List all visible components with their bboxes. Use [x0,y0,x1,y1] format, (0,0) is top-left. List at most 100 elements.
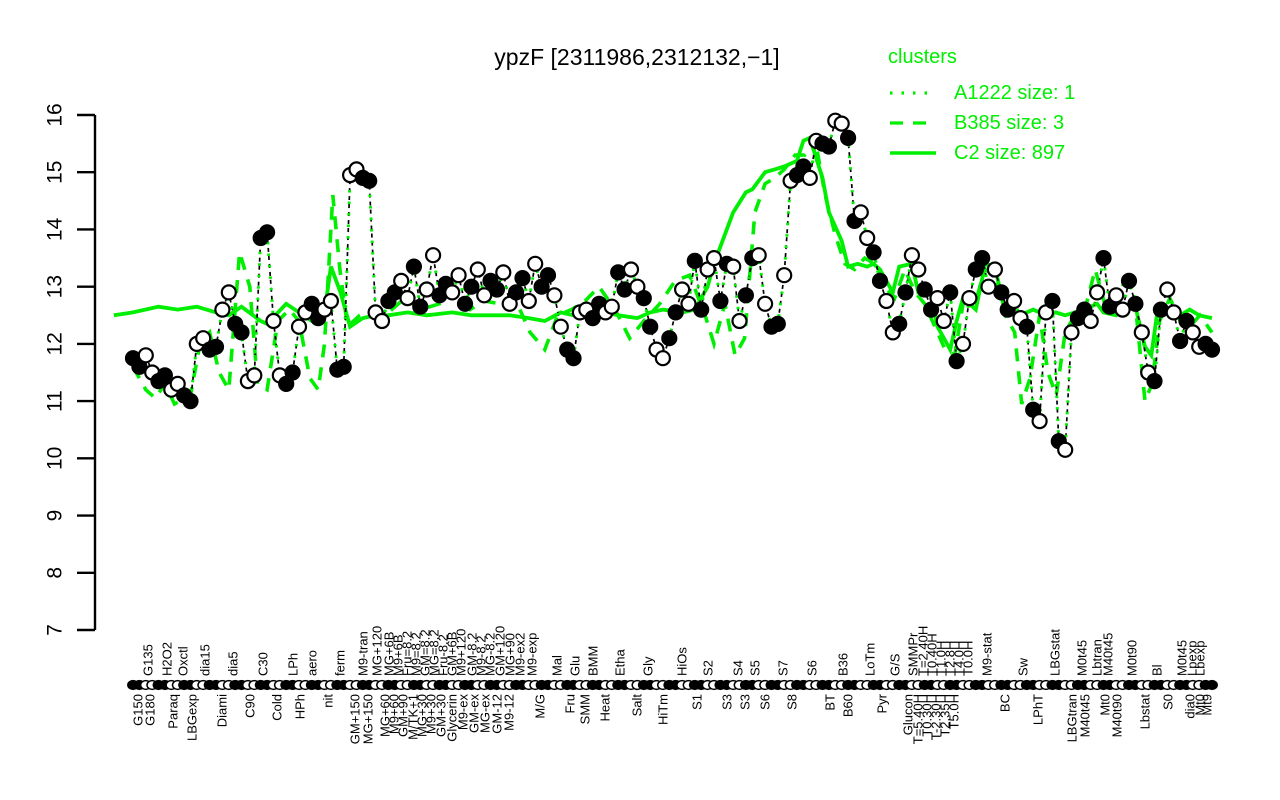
y-tick-label: 7 [44,624,67,636]
cluster-line-b385 [131,132,1214,407]
chart-title: ypzF [2311986,2312132,−1] [494,44,780,70]
data-point-open [450,267,467,284]
x-label-bottom: dia0 [1183,694,1198,719]
data-point-open [476,287,493,304]
x-label-bottom: S3 [738,694,753,710]
data-point-open [220,284,237,301]
x-label-top: MG+6B [382,632,397,676]
x-label-top: MG+90 [503,633,518,676]
y-tick-label: 14 [44,217,67,241]
solid-line-icon [890,151,936,155]
x-label-top: Glu [568,656,583,676]
data-point-filled [942,284,959,301]
data-point-filled [610,264,627,281]
data-point-open [935,312,952,330]
data-point-open [622,261,640,278]
x-label-bottom: MG+30 [415,694,430,737]
data-point-open [137,347,154,364]
x-label-top: T0.0H [961,641,976,676]
x-label-bottom: T5.0H [947,694,962,729]
x-label-bottom: M9+60 [387,694,402,734]
data-point-filled [839,129,857,146]
x-label-bottom: LBGexp [185,694,200,741]
x-label-bottom: B60 [841,694,856,717]
x-label-top: MG-8.2 [483,633,498,676]
data-point-filled [156,367,173,384]
data-point-filled [456,295,474,312]
data-point-filled [1120,272,1138,289]
data-point-open [1057,441,1074,458]
data-point-filled [539,267,557,284]
x-label-bottom: M40t45 [1078,694,1093,737]
data-point-open [980,278,997,295]
x-label-bottom: GM+90 [396,694,411,737]
y-tick-label: 8 [44,567,67,579]
dashed-line-icon [890,121,936,125]
data-point-filled [1044,292,1061,310]
x-label-bottom: Paraq [166,694,181,729]
data-point-filled [284,364,301,381]
x-label-top: dia5 [226,651,241,676]
x-label-bottom: nit [321,694,336,708]
y-tick-label: 10 [44,447,67,470]
x-label-top: M0t45 [1175,640,1190,676]
legend-item-label: C2 size: 897 [954,141,1066,164]
x-label-bottom: T-2.30H [929,694,944,740]
x-label-bottom: M9-12 [502,694,517,731]
data-point-open [214,301,231,318]
data-point-filled [948,353,965,370]
x-label-top: S5 [748,660,763,676]
cluster-line-c2 [113,135,1213,361]
x-label-bottom: Fru [563,694,578,714]
x-label-bottom: GM+150 [348,694,363,744]
legend-item-label: B385 size: 3 [954,111,1065,134]
x-label-top: C30 [256,652,271,676]
x-label-top: M9-8.2 [474,636,489,676]
x-label-top: S4 [731,660,746,676]
x-label-bottom: Heat [598,694,613,722]
x-label-bottom: BT [823,694,838,711]
data-point-filled [642,318,659,335]
data-point-open [910,261,927,278]
x-label-bottom: HPh [293,694,308,719]
x-label-bottom: LPhT [1031,694,1046,725]
data-point-open [725,258,742,275]
data-point-open [1133,324,1150,341]
x-label-top: S7 [776,660,791,676]
x-label-top: S6 [805,660,820,676]
data-point-open [1184,324,1201,341]
data-point-open [654,350,672,367]
data-point-filled [871,272,889,289]
x-label-bottom: Glycerin [445,694,460,742]
data-point-filled [974,250,991,267]
data-point-filled [712,292,729,310]
data-point-open [469,261,486,278]
data-point-open [776,267,793,284]
x-label-top: Fru=8.2 [400,631,415,676]
data-point-open [527,255,544,272]
data-point-filled [1152,301,1170,318]
x-label-top: M9+6B [391,634,406,676]
data-point-open [495,264,512,281]
x-label-bottom: G180 [143,694,158,726]
data-point-open [705,250,723,267]
data-point-filled [207,338,225,355]
data-point-filled [303,295,320,312]
x-label-top: T=2.40H [916,626,931,676]
y-tick-label: 9 [44,510,67,522]
x-label-bottom: GM+30 [434,694,449,737]
x-label-bottom: S1 [690,694,705,710]
x-label-top: Mal [550,655,565,676]
y-tick-label: 11 [44,390,67,412]
data-point-open [520,292,537,310]
x-label-top: T1.0H [934,641,949,676]
data-point-open [680,295,697,312]
data-point-open [246,367,263,384]
data-point-filled [335,358,352,375]
x-label-top: aero [305,650,320,676]
x-label-top: Bl [1150,664,1165,676]
data-point-open [393,272,410,289]
data-point-open [265,312,282,330]
x-label-top: SMMPr [906,632,921,676]
